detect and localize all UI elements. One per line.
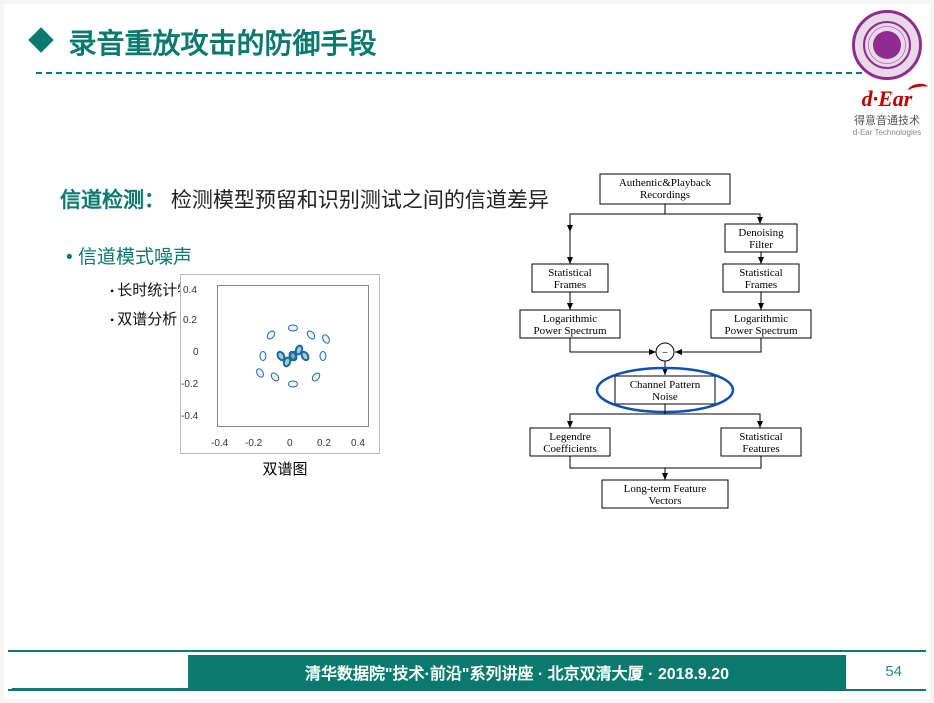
scatter-point (288, 325, 298, 332)
svg-text:Power Spectrum: Power Spectrum (724, 325, 797, 337)
svg-text:Authentic&Playback: Authentic&Playback (619, 177, 712, 189)
chart-plot-area: 0.4 0.2 0 -0.2 -0.4 -0.4 -0.2 0 0.2 0.4 (180, 274, 380, 454)
university-logo-icon (852, 10, 922, 80)
svg-text:Denoising: Denoising (738, 227, 784, 239)
svg-text:Frames: Frames (554, 279, 586, 291)
svg-text:Logarithmic: Logarithmic (734, 313, 788, 325)
x-tick: 0.2 (317, 438, 331, 449)
svg-text:Noise: Noise (652, 391, 678, 403)
y-tick: -0.4 (181, 411, 198, 422)
scatter-point (310, 371, 322, 383)
scatter-point (260, 351, 267, 361)
svg-text:Frames: Frames (745, 279, 777, 291)
x-tick: 0 (287, 438, 293, 449)
svg-text:Logarithmic: Logarithmic (543, 313, 597, 325)
svg-text:Features: Features (742, 443, 779, 455)
svg-text:Filter: Filter (749, 239, 773, 251)
chart-caption: 双谱图 (180, 458, 390, 479)
svg-text:Statistical: Statistical (548, 267, 591, 279)
section-highlight: 信道检测： (60, 189, 165, 212)
svg-text:−: − (662, 347, 668, 359)
x-tick: 0.4 (351, 438, 365, 449)
flowchart: Authentic&Playback Recordings Denoising … (480, 170, 850, 550)
diamond-bullet-icon (28, 27, 53, 52)
svg-text:Statistical: Statistical (739, 267, 782, 279)
svg-text:Channel Pattern: Channel Pattern (630, 379, 701, 391)
scatter-point (288, 381, 298, 388)
svg-text:Long-term Feature: Long-term Feature (624, 483, 707, 495)
footer: 清华数据院"技术·前沿"系列讲座 · 北京双清大厦 · 2018.9.20 54 (8, 655, 926, 691)
content-area: 信道检测： 检测模型预留和识别测试之间的信道差异 信道模式噪声 长时统计特征（L… (4, 74, 930, 329)
scatter-point (320, 351, 327, 361)
y-tick: 0.4 (183, 285, 197, 296)
footer-text: 清华数据院"技术·前沿"系列讲座 · 北京双清大厦 · 2018.9.20 (305, 660, 729, 684)
slide: 录音重放攻击的防御手段 d·Ear 得意音通技术 d-Ear Technolog… (4, 4, 930, 699)
scatter-point (299, 349, 311, 363)
svg-text:Power Spectrum: Power Spectrum (533, 325, 606, 337)
x-tick: -0.2 (245, 438, 262, 449)
svg-text:Vectors: Vectors (649, 495, 682, 507)
svg-text:Recordings: Recordings (640, 189, 690, 201)
svg-text:Coefficients: Coefficients (543, 443, 597, 455)
page-number: 54 (885, 663, 902, 680)
y-tick: 0 (193, 347, 199, 358)
chart-inner (217, 285, 369, 427)
scatter-point (254, 367, 265, 379)
scatter-point (265, 329, 277, 341)
svg-text:Statistical: Statistical (739, 431, 782, 443)
footer-bar: 清华数据院"技术·前沿"系列讲座 · 北京双清大厦 · 2018.9.20 (188, 655, 846, 688)
slide-title: 录音重放攻击的防御手段 (68, 22, 376, 62)
y-tick: 0.2 (183, 315, 197, 326)
svg-text:Legendre: Legendre (549, 431, 591, 443)
scatter-point (320, 333, 331, 345)
scatter-point (305, 329, 317, 341)
bispectrum-chart: 0.4 0.2 0 -0.2 -0.4 -0.4 -0.2 0 0.2 0.4 … (180, 274, 390, 479)
y-tick: -0.2 (181, 379, 198, 390)
slide-header: 录音重放攻击的防御手段 (4, 4, 930, 74)
scatter-point (269, 371, 281, 383)
x-tick: -0.4 (211, 438, 228, 449)
